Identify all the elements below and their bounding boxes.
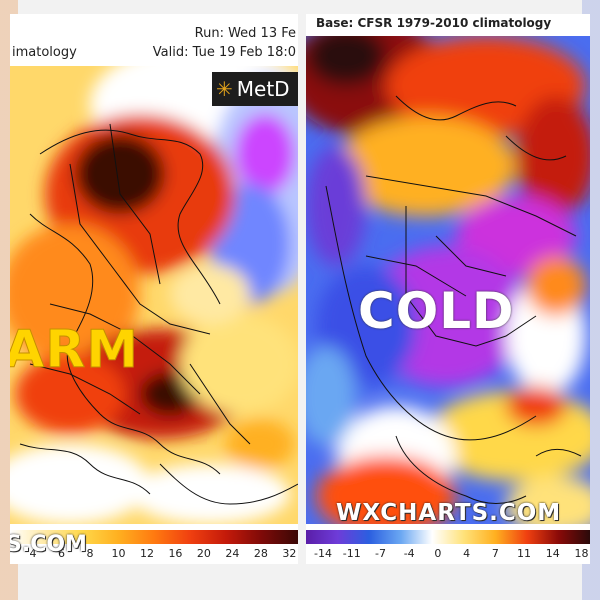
colorbar-tick-label: 6 (58, 547, 66, 560)
metdesk-logo: ✳ MetD (212, 72, 298, 106)
colorbar-tick-label: -14 (314, 547, 333, 560)
left-title-text: imatology (12, 45, 77, 60)
left-watermark: S.COM (10, 532, 87, 557)
warm-label: ARM (10, 320, 140, 381)
right-title-text: Base: CFSR 1979-2010 climatology (316, 16, 552, 30)
colorbar-tick-label: 8 (86, 547, 94, 560)
colorbar-tick-label: 14 (545, 547, 560, 560)
right-watermark: WXCHARTS.COM (336, 500, 562, 526)
colorbar-tick-label: 10 (111, 547, 126, 560)
colorbar-tick-label: 4 (29, 547, 37, 560)
colorbar-tick-label: -7 (374, 547, 386, 560)
cold-label: COLD (358, 282, 515, 340)
colorbar-tick-label: 32 (282, 547, 297, 560)
logo-text: MetD (236, 77, 290, 101)
left-run-text: Run: Wed 13 Fe (194, 26, 296, 41)
colorbar-tick-label: 4 (463, 547, 471, 560)
right-map-panel: Base: CFSR 1979-2010 climatology (306, 14, 590, 564)
colorbar-tick-label: 11 (517, 547, 532, 560)
logo-star-icon: ✳ (216, 77, 233, 101)
colorbar-tick-label: 18 (574, 547, 589, 560)
europe-temperature-map (10, 64, 298, 524)
left-header: Run: Wed 13 Fe imatology Valid: Tue 19 F… (10, 14, 298, 66)
right-colorbar (306, 530, 590, 544)
colorbar-tick-label: -4 (403, 547, 415, 560)
north-america-temperature-map (306, 36, 590, 524)
colorbar-tick-label: 12 (139, 547, 154, 560)
colorbar-tick-label: 7 (491, 547, 499, 560)
left-valid-text: Valid: Tue 19 Feb 18:0 (152, 45, 296, 60)
colorbar-tick-label: 20 (196, 547, 211, 560)
colorbar-tick-label: 24 (225, 547, 240, 560)
right-colorbar-ticks: -14 -11 -7 -4 0 4 7 11 14 18 (306, 544, 590, 564)
right-header: Base: CFSR 1979-2010 climatology (306, 14, 590, 36)
left-colorbar (10, 530, 298, 544)
colorbar-tick-label: 28 (253, 547, 268, 560)
left-map-panel: Run: Wed 13 Fe imatology Valid: Tue 19 F… (10, 14, 298, 564)
left-colorbar-ticks: 4 6 8 10 12 16 20 24 28 32 (10, 544, 298, 564)
colorbar-tick-label: -11 (342, 547, 361, 560)
colorbar-tick-label: 16 (168, 547, 183, 560)
colorbar-tick-label: 0 (434, 547, 442, 560)
